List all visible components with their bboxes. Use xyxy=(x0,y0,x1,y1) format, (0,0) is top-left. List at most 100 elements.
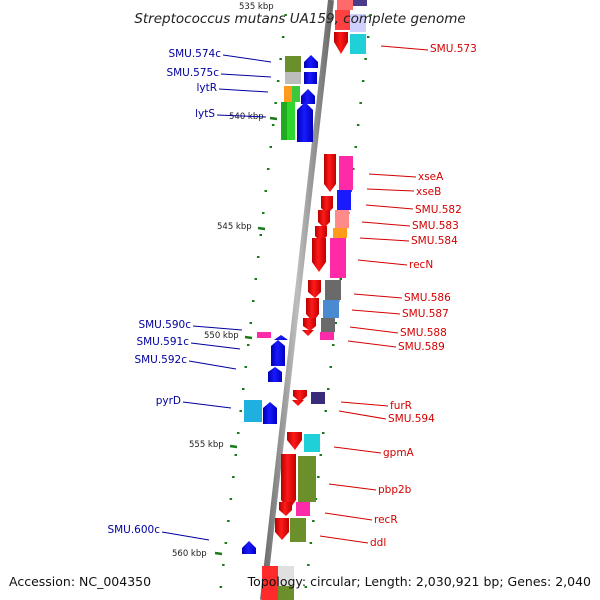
leader-line xyxy=(222,54,272,63)
tick-dot xyxy=(324,410,327,412)
tick-dot xyxy=(352,168,355,170)
tick-dot xyxy=(284,14,287,16)
feature-box xyxy=(278,586,294,600)
tick-dot xyxy=(252,300,255,302)
leader-line xyxy=(365,204,414,210)
feature-box xyxy=(281,102,287,140)
feature-box xyxy=(257,332,271,338)
forward-gene-arrow xyxy=(287,432,302,450)
gene-label-smu582: SMU.582 xyxy=(415,204,462,216)
reverse-gene-arrow xyxy=(301,89,315,104)
tick-dot xyxy=(356,124,360,126)
gene-label-smu591c: SMU.591c xyxy=(136,336,189,348)
left-gene-labels: SMU.574c SMU.575c lytR lytS SMU.590c SMU… xyxy=(107,48,221,536)
tick-dot xyxy=(264,190,267,192)
tick-dot xyxy=(271,124,275,126)
reverse-gene-arrow xyxy=(242,541,256,554)
gene-label-recr: recR xyxy=(374,514,398,526)
tick-dot xyxy=(224,542,228,544)
gene-label-gpma: gpmA xyxy=(383,447,415,459)
scale-labels: 535 kbp 540 kbp 545 kbp 550 kbp 555 kbp … xyxy=(172,2,274,559)
label-leader-lines xyxy=(161,45,429,544)
leader-line xyxy=(347,340,397,348)
forward-gene-arrow xyxy=(275,518,289,540)
forward-gene-arrow xyxy=(302,330,314,336)
feature-box xyxy=(278,566,294,586)
leader-line xyxy=(324,512,373,521)
forward-gene-arrow xyxy=(306,298,319,322)
tick-dot xyxy=(319,454,322,456)
tick-dot xyxy=(276,80,280,82)
tick-dot xyxy=(327,388,330,390)
feature-box xyxy=(262,566,278,586)
feature-box xyxy=(290,518,306,542)
tick-dot xyxy=(257,256,260,258)
tick-dot xyxy=(307,564,310,566)
feature-box xyxy=(321,318,335,332)
accession-text: Accession: NC_004350 xyxy=(9,574,151,589)
forward-gene-arrow xyxy=(293,390,307,402)
feature-box xyxy=(353,0,367,6)
tick-dot xyxy=(269,146,272,148)
feature-box xyxy=(323,300,339,318)
forward-gene-arrow xyxy=(318,210,330,228)
feature-box xyxy=(330,238,346,278)
gene-label-smu590c: SMU.590c xyxy=(138,319,191,331)
tick-dot xyxy=(304,586,308,588)
tick-dot xyxy=(361,80,365,82)
feature-box xyxy=(335,210,349,228)
leader-line xyxy=(319,535,369,544)
tick-dot xyxy=(339,278,342,280)
leader-line xyxy=(220,73,272,78)
tick-dot xyxy=(279,58,282,60)
tick-dot xyxy=(219,586,223,588)
gene-label-smu592c: SMU.592c xyxy=(134,354,187,366)
reverse-gene-arrow xyxy=(297,102,313,142)
gene-label-lyts: lytS xyxy=(195,108,215,120)
scale-label-560: 560 kbp xyxy=(172,549,207,559)
leader-line xyxy=(338,410,387,420)
feature-box xyxy=(262,586,278,600)
tick-dot xyxy=(227,520,230,522)
feature-box xyxy=(337,0,353,10)
gene-label-smu574c: SMU.574c xyxy=(168,48,221,60)
gene-label-smu594: SMU.594 xyxy=(388,413,435,425)
leader-line xyxy=(161,531,210,541)
reverse-gene-arrow xyxy=(263,402,277,424)
reverse-gene-arrow xyxy=(274,335,288,340)
tick-dot xyxy=(254,278,257,280)
feature-box xyxy=(320,332,334,340)
gene-label-xseb: xseB xyxy=(416,186,441,198)
leader-line xyxy=(351,309,401,315)
forward-gene-arrow xyxy=(312,238,326,272)
feature-box xyxy=(333,228,347,238)
leader-line xyxy=(368,173,417,178)
tick-dot xyxy=(222,564,225,566)
forward-gene-arrow xyxy=(279,502,292,516)
tick-dot xyxy=(334,322,337,324)
feature-box xyxy=(292,86,300,102)
genome-axis xyxy=(260,0,334,600)
feature-box xyxy=(350,34,366,54)
reverse-gene-arrow xyxy=(304,55,318,68)
leader-line xyxy=(349,326,399,334)
forward-gene-arrow xyxy=(321,196,333,214)
gene-label-smu600c: SMU.600c xyxy=(107,524,160,536)
gene-label-smu586: SMU.586 xyxy=(404,292,451,304)
feature-box xyxy=(298,456,316,502)
tick-dot xyxy=(281,36,285,38)
forward-gene-arrow xyxy=(324,154,336,192)
tick-dot xyxy=(242,388,245,390)
feature-box xyxy=(296,502,310,516)
tick-dot xyxy=(244,366,247,368)
tick-dot xyxy=(247,344,250,346)
feature-box xyxy=(335,10,350,30)
gene-label-smu575c: SMU.575c xyxy=(166,67,219,79)
reverse-gene-arrow xyxy=(268,367,282,382)
leader-line xyxy=(357,259,408,266)
tick-dot xyxy=(259,234,262,236)
forward-gene-arrow xyxy=(308,280,321,298)
tick-dot xyxy=(267,168,270,170)
topology-text: Topology: circular; Length: 2,030,921 bp… xyxy=(247,574,591,589)
